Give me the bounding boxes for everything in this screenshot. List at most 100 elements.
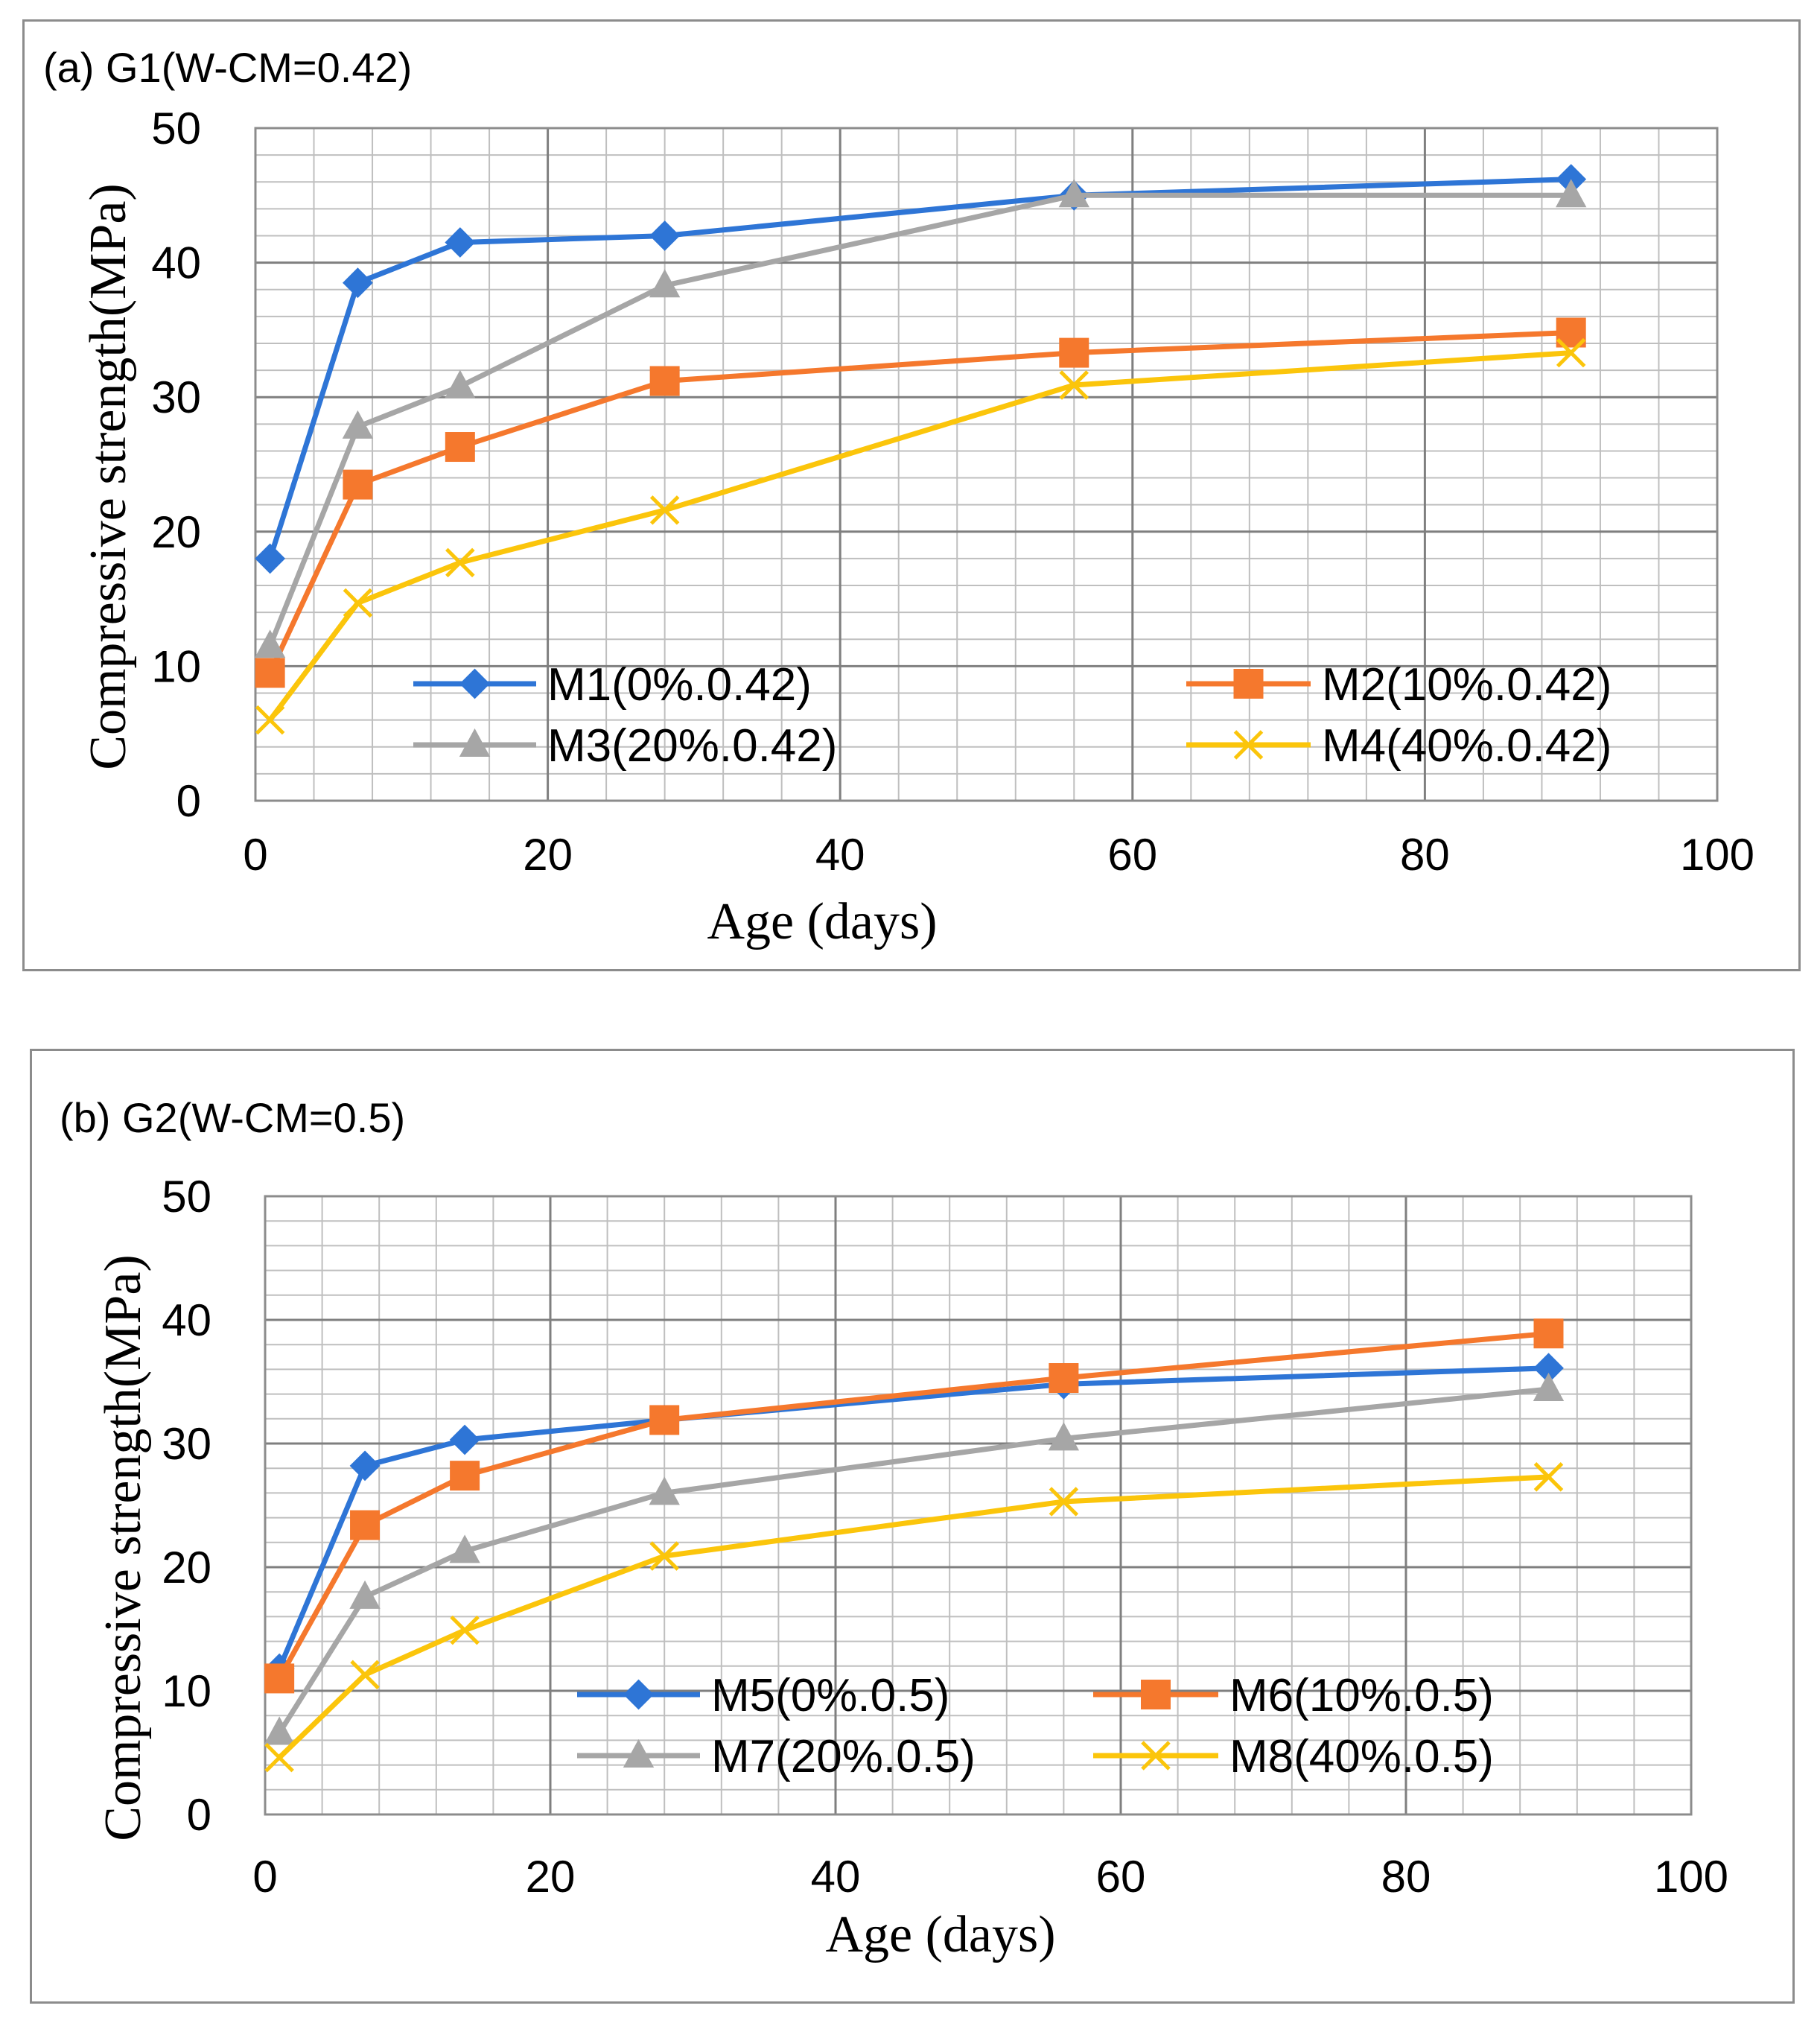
chart-a-x-tick-label: 20 [523,830,573,880]
chart-a-x-tick-label: 80 [1400,830,1450,880]
chart-b-plot-area [264,1195,1693,1816]
chart-b-series-4-line [277,1474,1549,1760]
chart-a-y-tick-label: 30 [151,372,201,422]
chart-a-legend-marker [459,728,491,757]
chart-b-series-3-point [1048,1422,1080,1451]
chart-b-series-4-point [1533,1462,1564,1492]
chart-a-series-4-point-stroke-2 [1059,370,1089,400]
chart-b-series-4-point [649,1541,679,1571]
chart-b-series-2-point [649,1405,680,1435]
chart-a-series-2 [255,317,1586,688]
chart-b-legend-marker [1141,1680,1171,1709]
chart-b-series-3-point [449,1534,480,1563]
chart-a-series-4-point [1059,370,1089,400]
chart-a-series-3-line [267,192,1571,647]
chart-a-series-4-line [267,350,1571,722]
chart-a-series-4-point-stroke-2 [1556,337,1586,368]
chart-b-series-2-point [1533,1318,1564,1349]
chart-b-series-3-point [349,1580,381,1609]
chart-a-series-4-point-stroke-2 [445,547,475,578]
chart-b-legend-entry-1: M5(0%.0.5) [577,1670,949,1721]
chart-a-legend-entry-4: M4(40%.0.42) [1186,720,1611,772]
chart-a-x-tick-label: 100 [1680,830,1754,880]
chart-a-legend-marker [1233,730,1264,760]
chart-b-series-4-point-stroke-2 [350,1660,380,1690]
chart-a-legend-label: M2(10%.0.42) [1322,659,1611,711]
chart-b-series-4-point [264,1742,294,1773]
chart-b-x-tick-label: 60 [1096,1852,1146,1902]
chart-b-y-tick-label: 50 [162,1172,211,1222]
chart-a-series-4-point [649,495,680,525]
chart-a-x-tick-label: 0 [243,830,267,880]
chart-a-series-4-point-stroke-2 [343,588,373,618]
chart-b-series-3-point [1533,1372,1565,1401]
chart-b-series-2-point [450,1461,480,1491]
chart-a-legend-entry-2: M2(10%.0.42) [1186,659,1611,711]
chart-b-series-4-point-stroke-2 [649,1541,679,1571]
chart-b-y-tick-label: 0 [187,1790,211,1840]
chart-a-series-2-point [343,469,373,500]
chart-b-series-2-line [277,1330,1549,1680]
chart-b-series-3-point [649,1476,680,1505]
chart-a-legend-entry-1: M1(0%.0.42) [413,659,812,711]
chart-b-series-1-line [276,1365,1549,1670]
chart-b-legend-marker [1141,1741,1171,1771]
chart-a-series-4 [255,337,1586,735]
chart-b-series-4-point-stroke-2 [264,1742,294,1773]
chart-a-x-axis-title: Age (days) [707,893,937,950]
chart-b-series-2-point [264,1663,295,1694]
chart-a-series-2-point [445,432,475,463]
chart-b-legend-label: M6(10%.0.5) [1229,1670,1494,1721]
chart-a-legend-label: M4(40%.0.42) [1322,720,1611,772]
chart-b-y-axis-title: Compressive strength(MPa) [95,1254,152,1841]
chart-a-series-2-point [649,366,680,396]
chart-b-series-4-point-stroke-2 [450,1615,480,1645]
chart-b-x-tick-label: 80 [1381,1852,1431,1902]
chart-b-legend-label: M8(40%.0.5) [1229,1731,1494,1782]
chart-b-y-tick-label: 10 [162,1666,211,1716]
chart-a-series-4-point [343,588,373,618]
chart-a-series-2-point [1059,337,1089,368]
chart-a-series-3-point [445,369,476,398]
chart-b-x-tick-label: 20 [526,1852,576,1902]
chart-b-x-tick-label: 0 [252,1852,277,1902]
chart-b-series-3-point [264,1716,295,1745]
chart-a-series-3-point [1556,179,1587,208]
chart-a-y-tick-label: 40 [151,238,201,288]
chart-b-series-3 [264,1372,1565,1745]
chart-a-legend-entry-3: M3(20%.0.42) [413,720,837,772]
chart-b-series-4-point-stroke-2 [1049,1487,1079,1517]
chart-a-series-1-point [649,220,681,251]
chart-b-y-tick-label: 20 [162,1543,211,1592]
chart-a-legend-label: M3(20%.0.42) [547,720,837,772]
chart-b-legend-entry-3: M7(20%.0.5) [577,1731,976,1782]
chart-a-plot-area [254,127,1719,802]
chart-b-series-2-point [1049,1363,1079,1394]
chart-a-y-axis-title: Compressive strength(MPa) [80,183,137,769]
chart-b-series-4 [264,1462,1564,1773]
chart-b-series-4-point [350,1660,380,1690]
chart-b-legend-label: M5(0%.0.5) [711,1670,949,1721]
chart-a-series-2-point [255,658,285,688]
chart-panel-a [22,19,1801,971]
chart-a-series-1-point [445,227,476,258]
chart-b-legend-entry-4: M8(40%.0.5) [1093,1731,1494,1782]
chart-a-series-3-point [254,629,286,658]
chart-a-y-tick-label: 20 [151,507,201,557]
chart-a-series-3 [254,179,1587,658]
chart-a-legend-marker [1233,669,1264,699]
chart-b-series-2 [264,1318,1564,1694]
chart-b-series-1-point [349,1450,381,1482]
chart-b-x-axis-title: Age (days) [825,1906,1055,1963]
chart-b-legend-entry-2: M6(10%.0.5) [1093,1670,1494,1721]
chart-a-series-4-point-stroke-2 [649,495,680,525]
chart-a-legend-marker [459,668,490,699]
chart-a-series-1-point [255,543,286,574]
chart-a-title: (a) G1(W-CM=0.42) [43,44,412,91]
chart-b-legend-marker [623,1738,655,1768]
chart-a-x-tick-label: 40 [815,830,865,880]
chart-a-series-4-point [255,705,285,735]
chart-b-legend-label: M7(20%.0.5) [711,1731,976,1782]
chart-a-series-4-point [1556,337,1586,368]
